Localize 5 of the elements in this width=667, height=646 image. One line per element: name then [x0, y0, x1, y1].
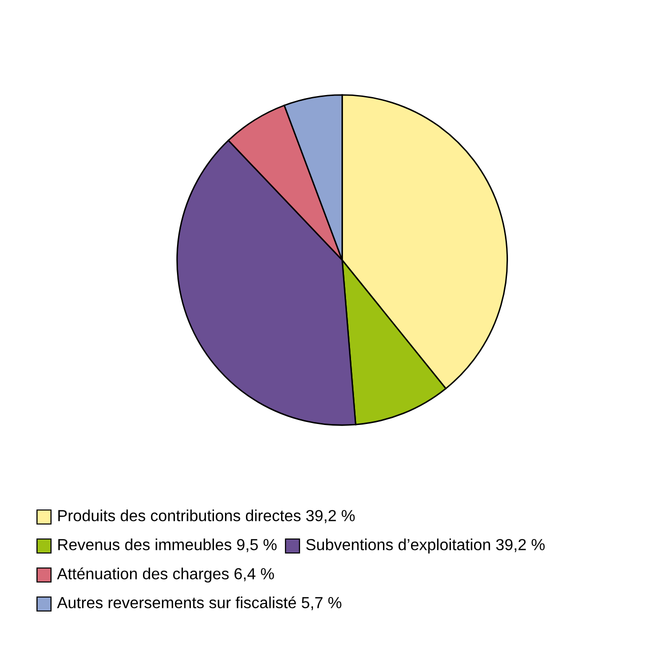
legend-label: Atténuation des charges 6,4 % — [57, 567, 274, 583]
legend-label: Produits des contributions directes 39,2 % — [58, 510, 355, 524]
legend-label: Subventions d’exploitation 39,2 % — [306, 538, 545, 554]
legend-label: Revenus des immeubles 9,5 % — [58, 538, 277, 552]
legend-label: Autres reversements sur fiscalisté 5,7 % — [57, 596, 342, 610]
